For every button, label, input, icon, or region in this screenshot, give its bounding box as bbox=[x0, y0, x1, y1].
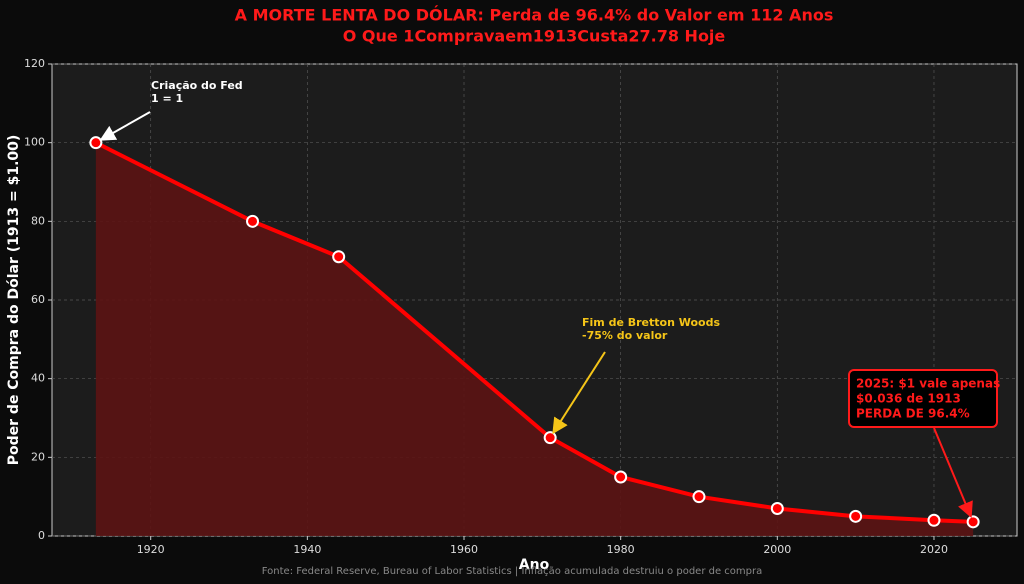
y-tick-label: 120 bbox=[24, 57, 45, 70]
y-tick-label: 60 bbox=[31, 293, 45, 306]
point bbox=[246, 214, 260, 228]
annotation-text: 1 = 1 bbox=[151, 92, 183, 105]
annotation-text: PERDA DE 96.4% bbox=[856, 407, 970, 421]
y-axis-label: Poder de Compra do Dólar (1913 = $1.00) bbox=[6, 135, 22, 466]
point bbox=[692, 490, 706, 504]
y-tick-label: 100 bbox=[24, 136, 45, 149]
annotation-box bbox=[848, 369, 998, 428]
point bbox=[332, 250, 346, 264]
chart-subtitle: O Que 1Compravaem1913Custa27.78 Hoje bbox=[343, 27, 726, 46]
annotation-text: 2025: $1 vale apenas bbox=[856, 377, 1000, 391]
y-tick-label: 0 bbox=[38, 529, 45, 542]
annotation-text: Criação do Fed bbox=[151, 79, 243, 92]
annotation-arrow bbox=[99, 111, 151, 141]
x-tick-label: 1940 bbox=[293, 543, 321, 556]
footer: Fonte: Federal Reserve, Bureau of Labor … bbox=[262, 566, 762, 577]
annotation-text: Fim de Bretton Woods bbox=[582, 316, 720, 329]
y-tick-label: 80 bbox=[31, 214, 45, 227]
point bbox=[770, 501, 784, 515]
chart-title: A MORTE LENTA DO DÓLAR: Perda de 96.4% d… bbox=[235, 6, 834, 25]
point bbox=[614, 470, 628, 484]
annotation-text: -75% do valor bbox=[582, 329, 668, 342]
annotation-arrow bbox=[933, 427, 973, 519]
x-axis-label: Ano bbox=[519, 557, 550, 573]
x-tick-label: 2000 bbox=[763, 543, 791, 556]
annotation-text: $0.036 de 1913 bbox=[856, 392, 961, 406]
point bbox=[927, 513, 941, 527]
x-tick-label: 2020 bbox=[920, 543, 948, 556]
annotation-arrow bbox=[552, 351, 606, 435]
point bbox=[89, 136, 103, 150]
area bbox=[95, 142, 974, 536]
x-tick-label: 1980 bbox=[607, 543, 635, 556]
x-tick-label: 1960 bbox=[450, 543, 478, 556]
point bbox=[849, 509, 863, 523]
point bbox=[966, 515, 980, 529]
line bbox=[94, 140, 974, 524]
point bbox=[543, 431, 557, 445]
y-tick-label: 20 bbox=[31, 450, 45, 463]
y-tick-label: 40 bbox=[31, 372, 45, 385]
x-tick-label: 1920 bbox=[137, 543, 165, 556]
